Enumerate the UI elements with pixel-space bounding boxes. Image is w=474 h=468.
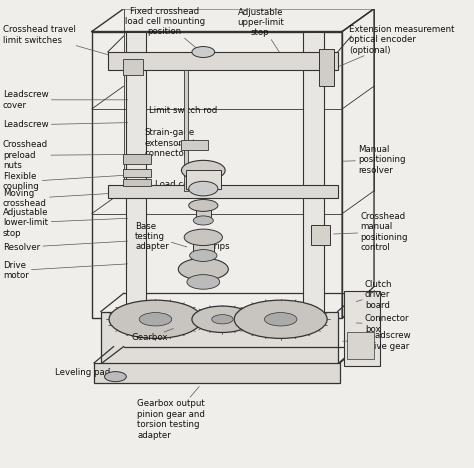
Bar: [108, 185, 337, 197]
Text: Clutch
driver
board: Clutch driver board: [356, 280, 392, 310]
Bar: [196, 205, 211, 220]
Bar: [92, 31, 342, 318]
Ellipse shape: [192, 306, 253, 332]
Ellipse shape: [178, 258, 228, 280]
Bar: [94, 363, 340, 383]
Text: Manual
positioning
resolver: Manual positioning resolver: [343, 145, 406, 175]
Bar: [193, 237, 214, 256]
Text: Adjustable
lower-limit
stop: Adjustable lower-limit stop: [3, 208, 128, 238]
Ellipse shape: [264, 313, 297, 326]
Ellipse shape: [139, 313, 172, 326]
Text: Base
testing
adapter: Base testing adapter: [135, 221, 187, 251]
Text: Fixed crosshead
load cell mounting
position: Fixed crosshead load cell mounting posit…: [125, 7, 205, 50]
Text: Limit switch rod: Limit switch rod: [149, 106, 217, 117]
Text: Drive
motor: Drive motor: [3, 261, 128, 280]
Ellipse shape: [192, 46, 215, 58]
Bar: [191, 269, 216, 282]
Ellipse shape: [109, 300, 202, 338]
Text: Crosshead
preload
nuts: Crosshead preload nuts: [3, 140, 128, 170]
Text: Moving
crosshead: Moving crosshead: [3, 189, 128, 208]
Ellipse shape: [190, 249, 217, 262]
Bar: [123, 59, 143, 75]
Bar: [108, 52, 337, 70]
Bar: [126, 31, 146, 314]
Bar: [101, 312, 337, 364]
Text: Strain-gage
extensometer
connector: Strain-gage extensometer connector: [144, 128, 204, 158]
Ellipse shape: [212, 314, 233, 324]
Ellipse shape: [234, 300, 327, 338]
Text: Leadscrew: Leadscrew: [3, 120, 128, 129]
Text: Grips: Grips: [208, 234, 230, 251]
Text: Gearbox: Gearbox: [132, 329, 173, 342]
Ellipse shape: [104, 372, 127, 381]
Bar: [311, 226, 330, 245]
Ellipse shape: [193, 216, 213, 225]
Bar: [184, 70, 188, 191]
Bar: [303, 31, 324, 314]
Ellipse shape: [189, 199, 218, 212]
Bar: [346, 332, 374, 359]
Text: Leadscrew
drive gear: Leadscrew drive gear: [343, 331, 410, 351]
Ellipse shape: [187, 275, 219, 289]
Ellipse shape: [189, 181, 218, 196]
Bar: [123, 154, 151, 163]
Bar: [181, 140, 208, 150]
Ellipse shape: [182, 161, 225, 180]
Bar: [123, 180, 151, 186]
Text: Extension measurement
optical encoder
(optional): Extension measurement optical encoder (o…: [338, 25, 455, 67]
Text: Resolver: Resolver: [3, 241, 128, 252]
Text: Leveling pad: Leveling pad: [55, 368, 110, 378]
Text: Crosshead
manual
positioning
control: Crosshead manual positioning control: [334, 212, 408, 252]
Bar: [344, 291, 380, 366]
Text: Flexible
coupling: Flexible coupling: [3, 172, 128, 191]
Text: Gearbox output
pinion gear and
torsion testing
adapter: Gearbox output pinion gear and torsion t…: [137, 387, 205, 439]
Bar: [319, 49, 334, 86]
Text: Leadscrew
cover: Leadscrew cover: [3, 90, 128, 110]
Text: Crosshead travel
limit switches: Crosshead travel limit switches: [3, 25, 128, 60]
Ellipse shape: [184, 229, 222, 246]
Bar: [123, 169, 151, 177]
Text: Connector
box: Connector box: [356, 314, 410, 334]
Bar: [186, 170, 220, 189]
Text: Load cell: Load cell: [155, 177, 194, 189]
Text: Adjustable
upper-limit
stop: Adjustable upper-limit stop: [237, 7, 283, 52]
